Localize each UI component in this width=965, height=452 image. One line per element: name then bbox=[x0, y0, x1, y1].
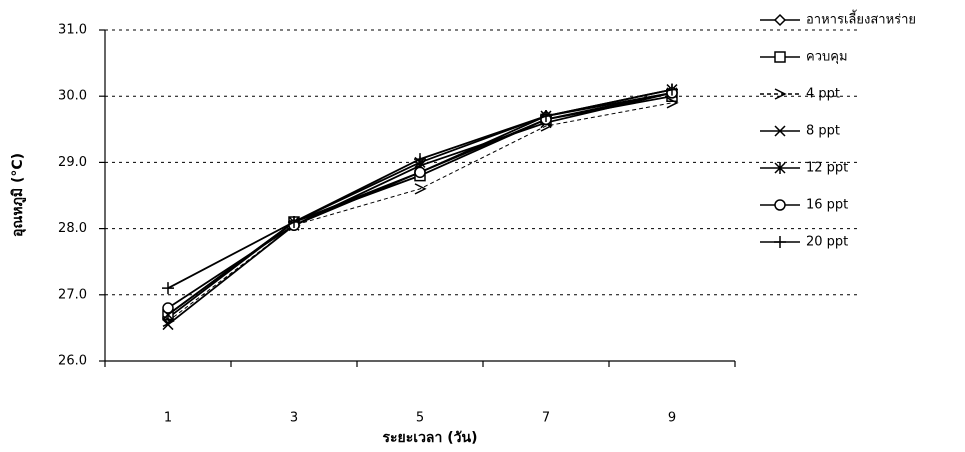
legend-label: 4 ppt bbox=[806, 87, 840, 102]
marker bbox=[414, 153, 426, 165]
legend-label: ควบคุม bbox=[806, 50, 848, 65]
legend-label: 16 ppt bbox=[806, 198, 848, 213]
series-line bbox=[168, 93, 672, 318]
marker bbox=[775, 52, 785, 62]
y-tick-label: 28.0 bbox=[58, 221, 87, 236]
marker bbox=[774, 236, 786, 248]
marker bbox=[163, 303, 173, 313]
legend-label: 12 ppt bbox=[806, 161, 848, 176]
series-line bbox=[168, 93, 672, 308]
chart: ระยะเวลา (วัน) อุณหภูมิ (°C) 26.0 27.0 28.… bbox=[0, 0, 965, 452]
y-tick-label: 31.0 bbox=[58, 23, 87, 38]
marker bbox=[415, 167, 425, 177]
legend-label: 20 ppt bbox=[806, 235, 848, 250]
x-axis-label: ระยะเวลา (วัน) bbox=[383, 430, 478, 446]
x-tick-label: 1 bbox=[164, 411, 172, 426]
x-tick-label: 7 bbox=[542, 411, 550, 426]
y-axis-label: อุณหภูมิ (°C) bbox=[10, 153, 26, 237]
x-tick-label: 3 bbox=[290, 411, 298, 426]
marker bbox=[775, 15, 785, 25]
y-tick-label: 29.0 bbox=[58, 155, 87, 170]
marker bbox=[162, 282, 174, 294]
series-line bbox=[168, 90, 672, 315]
y-tick-label: 26.0 bbox=[58, 354, 87, 369]
series-line bbox=[168, 103, 672, 321]
series-line bbox=[168, 96, 672, 314]
x-tick-label: 5 bbox=[416, 411, 424, 426]
y-tick-label: 30.0 bbox=[58, 89, 87, 104]
legend-label: อาหารเลี้ยงสาหร่าย bbox=[806, 10, 916, 28]
marker bbox=[775, 200, 785, 210]
series-line bbox=[168, 93, 672, 325]
y-tick-label: 27.0 bbox=[58, 287, 87, 302]
x-tick-label: 9 bbox=[668, 411, 676, 426]
legend-label: 8 ppt bbox=[806, 124, 840, 139]
